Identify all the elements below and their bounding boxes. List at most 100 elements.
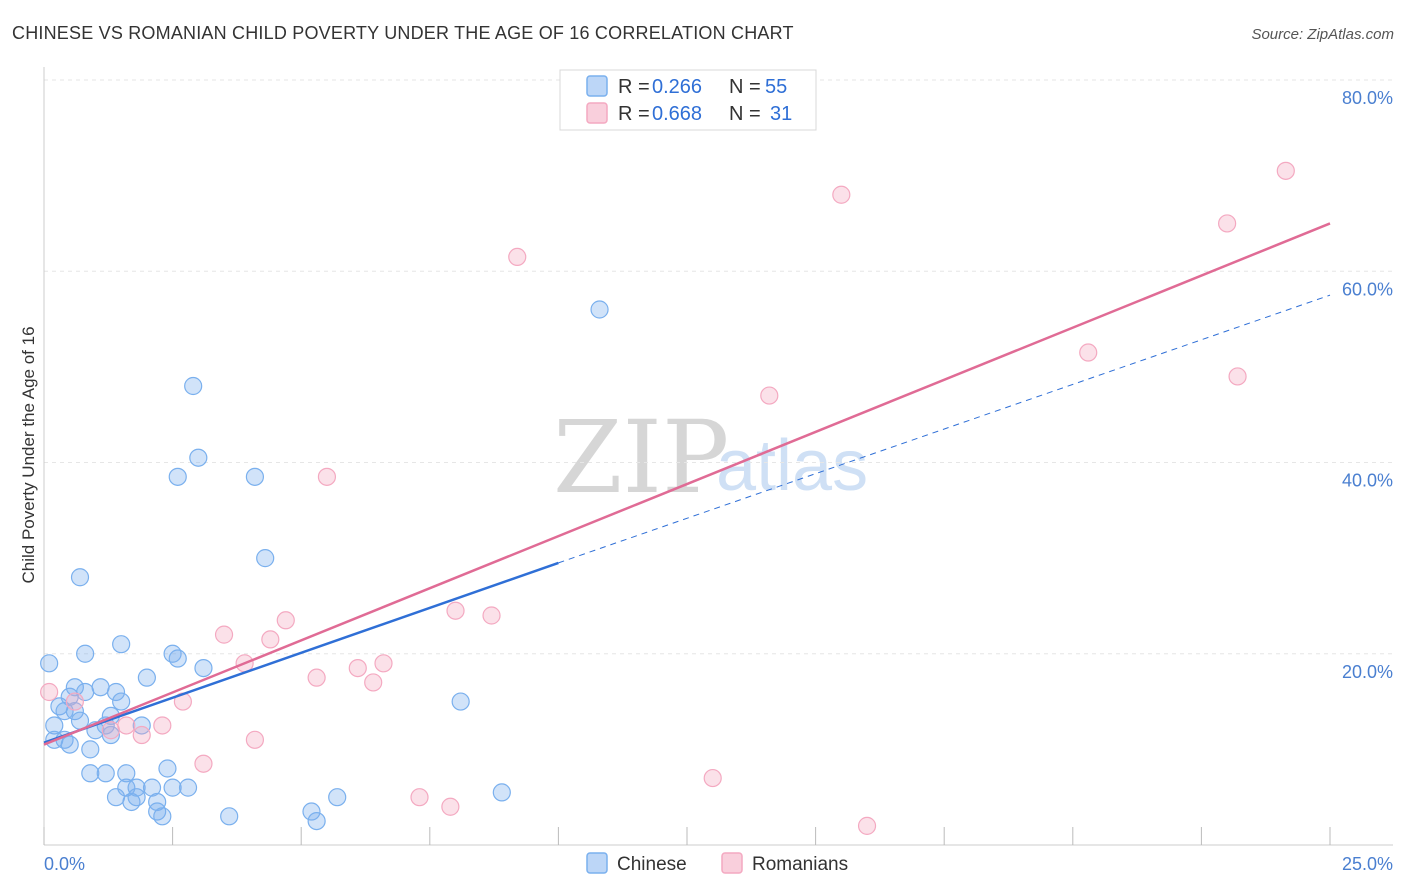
point-romanians-13: [307, 668, 326, 687]
point-chinese-44: [194, 658, 213, 678]
point-chinese-15: [81, 764, 100, 783]
y-tick-label-20: 20.0%: [1342, 662, 1393, 682]
point-chinese-19: [96, 764, 115, 783]
trend-lines: [43, 222, 1331, 746]
point-romanians-15: [348, 658, 367, 678]
legend-r-label-2: R =: [618, 103, 655, 125]
bottom-legend: Chinese Romanians: [586, 852, 848, 875]
point-romanians-14: [317, 467, 337, 486]
point-chinese-13: [76, 644, 95, 663]
point-romanians-2: [101, 721, 120, 740]
x-tick-marks: [43, 827, 1331, 845]
point-romanians-11: [261, 630, 280, 649]
chart-title: CHINESE VS ROMANIAN CHILD POVERTY UNDER …: [12, 23, 794, 43]
point-chinese-51: [328, 788, 347, 807]
point-chinese-36: [153, 807, 172, 826]
point-romanians-16: [364, 673, 383, 692]
point-chinese-25: [112, 692, 131, 711]
y-tick-label-40: 40.0%: [1342, 471, 1393, 491]
legend-n-value-1: 55: [765, 76, 787, 98]
axes: [43, 67, 1393, 846]
point-chinese-10: [70, 568, 90, 587]
point-chinese-48: [256, 549, 275, 568]
point-chinese-45: [168, 467, 187, 486]
trend-line-chinese-extension: [558, 294, 1331, 564]
point-romanians-0: [40, 682, 59, 702]
point-chinese-42: [184, 376, 203, 396]
legend-n-label-1: N =: [729, 76, 766, 98]
y-axis-label: Child Poverty Under the Age of 16: [19, 326, 38, 583]
watermark: ZIP atlas: [553, 399, 868, 516]
legend-swatch-romanians: [586, 102, 608, 124]
legend-r-value-1: 0.266: [652, 76, 702, 98]
point-romanians-8: [214, 625, 234, 644]
bottom-legend-swatch-chinese: [586, 852, 608, 874]
point-romanians-26: [857, 816, 877, 835]
point-chinese-52: [451, 692, 470, 711]
point-romanians-1: [65, 692, 84, 711]
point-romanians-25: [832, 185, 851, 204]
point-chinese-14: [81, 740, 100, 759]
point-chinese-33: [142, 778, 162, 797]
point-chinese-1: [45, 716, 64, 735]
point-romanians-4: [132, 725, 151, 745]
chart-source: Source: ZipAtlas.com: [1251, 26, 1394, 43]
point-chinese-8: [65, 678, 84, 697]
point-chinese-30: [127, 778, 146, 797]
point-chinese-27: [117, 764, 136, 783]
point-romanians-21: [482, 606, 501, 625]
point-chinese-6: [60, 735, 79, 754]
point-romanians-17: [374, 654, 393, 673]
point-romanians-20: [446, 601, 465, 620]
legend-swatch-chinese: [586, 75, 608, 97]
point-romanians-23: [703, 768, 722, 788]
legend-n-value-2: 31: [770, 103, 792, 125]
legend-r-value-2: 0.668: [652, 103, 702, 125]
point-chinese-0: [40, 654, 59, 673]
point-romanians-30: [1218, 214, 1237, 233]
point-romanians-7: [194, 754, 213, 773]
x-tick-label-min: 0.0%: [44, 854, 85, 874]
y-tick-label-60: 60.0%: [1342, 279, 1393, 299]
point-chinese-23: [106, 682, 126, 702]
point-romanians-3: [117, 716, 136, 735]
point-chinese-49: [302, 802, 321, 821]
point-chinese-50: [307, 811, 326, 831]
point-chinese-37: [158, 759, 177, 778]
data-points: [40, 161, 1295, 835]
point-chinese-54: [590, 300, 609, 319]
bottom-legend-romanians: Romanians: [752, 854, 848, 875]
point-romanians-28: [1228, 367, 1247, 386]
point-romanians-22: [508, 247, 527, 267]
point-chinese-40: [168, 649, 187, 668]
point-chinese-53: [492, 783, 511, 802]
point-chinese-41: [178, 778, 198, 797]
watermark-atlas: atlas: [716, 426, 868, 506]
point-chinese-17: [91, 678, 110, 697]
point-chinese-29: [127, 788, 146, 807]
y-tick-labels: 20.0% 40.0% 60.0% 80.0%: [1342, 88, 1393, 682]
point-romanians-12: [276, 611, 295, 630]
trend-line-chinese: [43, 561, 559, 744]
point-chinese-32: [137, 668, 156, 687]
grid-lines: [44, 79, 1393, 655]
legend-r-label-1: R =: [618, 76, 655, 98]
point-romanians-24: [760, 386, 779, 405]
bottom-legend-chinese: Chinese: [617, 854, 687, 875]
point-chinese-43: [189, 448, 208, 467]
watermark-zip: ZIP: [553, 399, 729, 516]
point-chinese-21: [101, 725, 120, 745]
point-romanians-27: [1079, 343, 1098, 362]
point-chinese-47: [245, 467, 265, 486]
x-tick-label-max: 25.0%: [1342, 854, 1393, 874]
legend-box: R = 0.266 N = 55 R = 0.668 N = 31: [559, 69, 817, 131]
point-chinese-38: [163, 778, 182, 797]
point-romanians-29: [1276, 161, 1295, 180]
point-chinese-46: [220, 807, 239, 826]
point-romanians-10: [245, 730, 265, 749]
trend-line-romanians: [43, 222, 1331, 746]
point-romanians-19: [441, 797, 460, 816]
point-chinese-34: [148, 792, 167, 812]
point-romanians-18: [410, 788, 429, 807]
